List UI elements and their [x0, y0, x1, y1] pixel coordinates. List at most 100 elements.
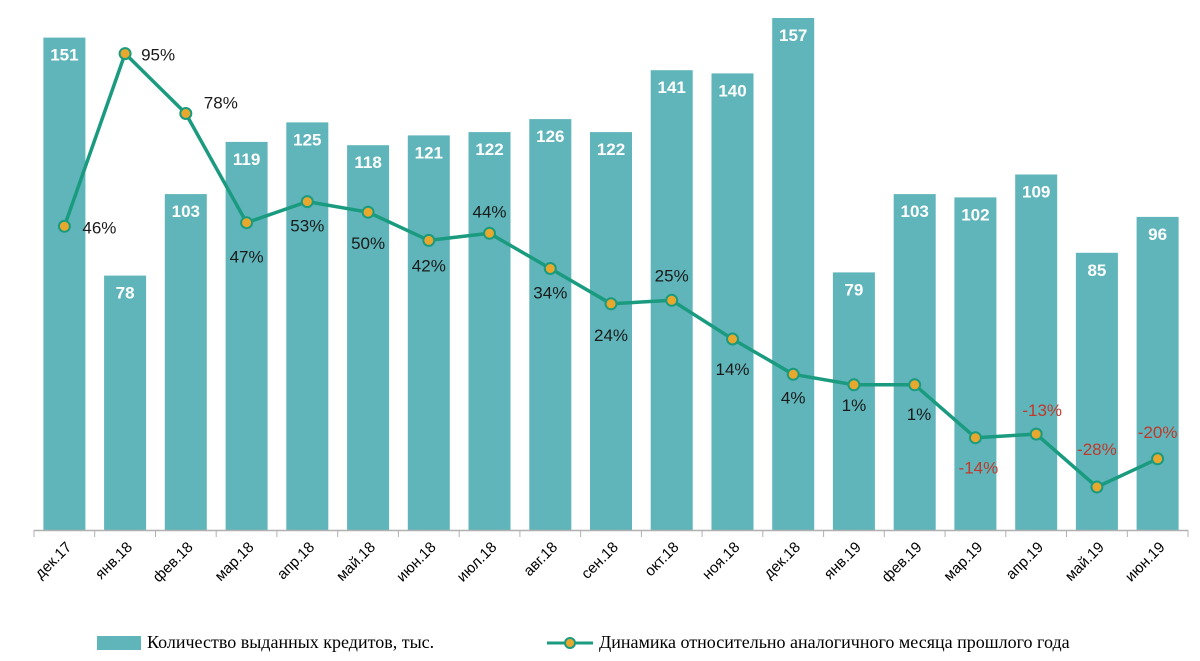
legend-bar-label: Количество выданных кредитов, тыс. [147, 632, 434, 652]
bar-дек.18 [772, 18, 815, 530]
x-tick-label-дек.17: дек.17 [32, 539, 75, 582]
trend-label-дек.18: 4% [781, 388, 806, 407]
bar-label-дек.17: 151 [50, 46, 78, 65]
legend: Количество выданных кредитов, тыс. Динам… [97, 632, 1070, 652]
x-tick-label-июл.18: июл.18 [454, 539, 501, 586]
trend-label-дек.17: 46% [82, 218, 116, 237]
trend-label-янв.19: 1% [842, 396, 867, 415]
trend-label-апр.19: -13% [1022, 401, 1062, 420]
bar-label-авг.18: 126 [536, 127, 564, 146]
marker-мар.19 [968, 431, 982, 445]
bar-label-июн.18: 121 [415, 143, 443, 162]
trend-label-фев.18: 78% [204, 94, 238, 113]
x-tick-label-апр.18: апр.18 [274, 539, 318, 583]
marker-апр.19 [1029, 427, 1043, 441]
trend-label-апр.18: 53% [290, 217, 324, 236]
trend-label-июн.18: 42% [412, 256, 446, 275]
x-tick-label-май.18: май.18 [333, 539, 379, 585]
trend-label-фев.19: 1% [907, 405, 932, 424]
bar-label-дек.18: 157 [779, 26, 807, 45]
trend-label-авг.18: 34% [533, 284, 567, 303]
x-tick-labels: дек.17 янв.18 фев.18 мар.18 апр.18 май.18 июн.… [32, 530, 1189, 586]
trend-label-сен.18: 24% [594, 326, 628, 345]
marker-дек.18 [786, 367, 800, 381]
bar-label-фев.18: 103 [172, 202, 200, 221]
bar-label-июн.19: 96 [1148, 225, 1167, 244]
marker-окт.18 [665, 293, 679, 307]
trend-label-май.19: -28% [1077, 440, 1117, 459]
bar-label-апр.18: 125 [293, 130, 321, 149]
trend-label-янв.18: 95% [141, 46, 175, 65]
legend-line-label: Динамика относительно аналогичного месяц… [599, 632, 1070, 652]
marker-июн.19 [1151, 452, 1165, 466]
x-tick-label-окт.18: окт.18 [641, 539, 682, 580]
marker-фев.19 [908, 378, 922, 392]
x-tick-label-мар.19: мар.19 [940, 539, 986, 585]
marker-апр.18 [300, 195, 314, 209]
bar-label-июл.18: 122 [475, 140, 503, 159]
bar-авг.18 [529, 119, 572, 530]
bar-дек.17 [43, 37, 86, 530]
bar-июн.19 [1136, 216, 1179, 530]
bar-label-май.18: 118 [354, 153, 381, 172]
trend-label-май.18: 50% [351, 234, 385, 253]
trend-label-ноя.18: 14% [715, 360, 749, 379]
bar-label-сен.18: 122 [597, 140, 625, 159]
x-tick-label-апр.19: апр.19 [1003, 539, 1047, 583]
bar-май.18 [347, 145, 390, 530]
x-tick-label-дек.18: дек.18 [761, 539, 804, 582]
x-tick-label-май.19: май.19 [1062, 539, 1108, 585]
bar-label-апр.19: 109 [1022, 183, 1050, 202]
bar-июн.18 [407, 135, 450, 530]
bar-мар.19 [954, 197, 997, 530]
x-tick-label-янв.19: янв.19 [821, 539, 865, 583]
trend-markers [57, 47, 1165, 494]
marker-янв.18 [118, 47, 132, 61]
legend-bar-swatch [97, 636, 141, 650]
bar-ноя.18 [711, 73, 754, 531]
bar-мар.18 [225, 141, 268, 530]
x-tick-label-авг.18: авг.18 [520, 539, 561, 580]
bar-label-ноя.18: 140 [718, 81, 746, 100]
legend-line-marker [564, 637, 576, 649]
bar-фев.19 [893, 194, 936, 530]
marker-авг.18 [543, 262, 557, 275]
x-tick-label-сен.18: сен.18 [578, 539, 622, 583]
x-tick-label-ноя.18: ноя.18 [699, 539, 743, 583]
marker-июл.18 [483, 226, 496, 240]
marker-июн.18 [422, 233, 436, 247]
marker-май.18 [361, 205, 375, 219]
bar-сен.18 [590, 132, 632, 530]
bar-value-labels: 151 78 103 119 125 118 121 122 126 122 141 140 157 79… [50, 26, 1167, 303]
x-tick-label-фев.18: фев.18 [150, 539, 197, 586]
trend-label-мар.18: 47% [230, 248, 264, 267]
trend-label-июн.19: -20% [1138, 423, 1178, 442]
bar-label-янв.18: 78 [116, 284, 135, 303]
marker-май.19 [1090, 480, 1104, 494]
x-tick-label-янв.18: янв.18 [92, 539, 136, 583]
bar-series [43, 18, 1179, 531]
marker-дек.17 [57, 219, 71, 233]
marker-мар.18 [240, 216, 254, 230]
bar-label-мар.18: 119 [233, 150, 260, 169]
marker-янв.19 [847, 378, 861, 392]
trend-label-мар.19: -14% [959, 459, 999, 478]
marker-фев.18 [179, 107, 193, 120]
bar-янв.18 [104, 275, 147, 530]
marker-сен.18 [604, 297, 618, 311]
x-tick-label-июн.19: июн.19 [1122, 539, 1169, 586]
bar-июл.18 [468, 132, 511, 530]
trend-value-labels: 46% 95% 78% 47% 53% 50% 42% 44% 34% 24% 25% 14% 4% 1%… [82, 46, 1177, 478]
bar-label-янв.19: 79 [844, 280, 863, 299]
x-tick-label-фев.19: фев.19 [878, 539, 925, 586]
bar-label-мар.19: 102 [961, 205, 989, 224]
bar-label-окт.18: 141 [658, 78, 686, 97]
bar-label-май.19: 85 [1087, 261, 1106, 280]
x-tick-label-июн.18: июн.18 [393, 539, 440, 586]
bar-апр.19 [1015, 174, 1058, 530]
bar-label-фев.19: 103 [901, 202, 929, 221]
x-tick-label-мар.18: мар.18 [212, 539, 258, 585]
trend-label-окт.18: 25% [655, 266, 689, 285]
trend-label-июл.18: 44% [472, 202, 506, 221]
